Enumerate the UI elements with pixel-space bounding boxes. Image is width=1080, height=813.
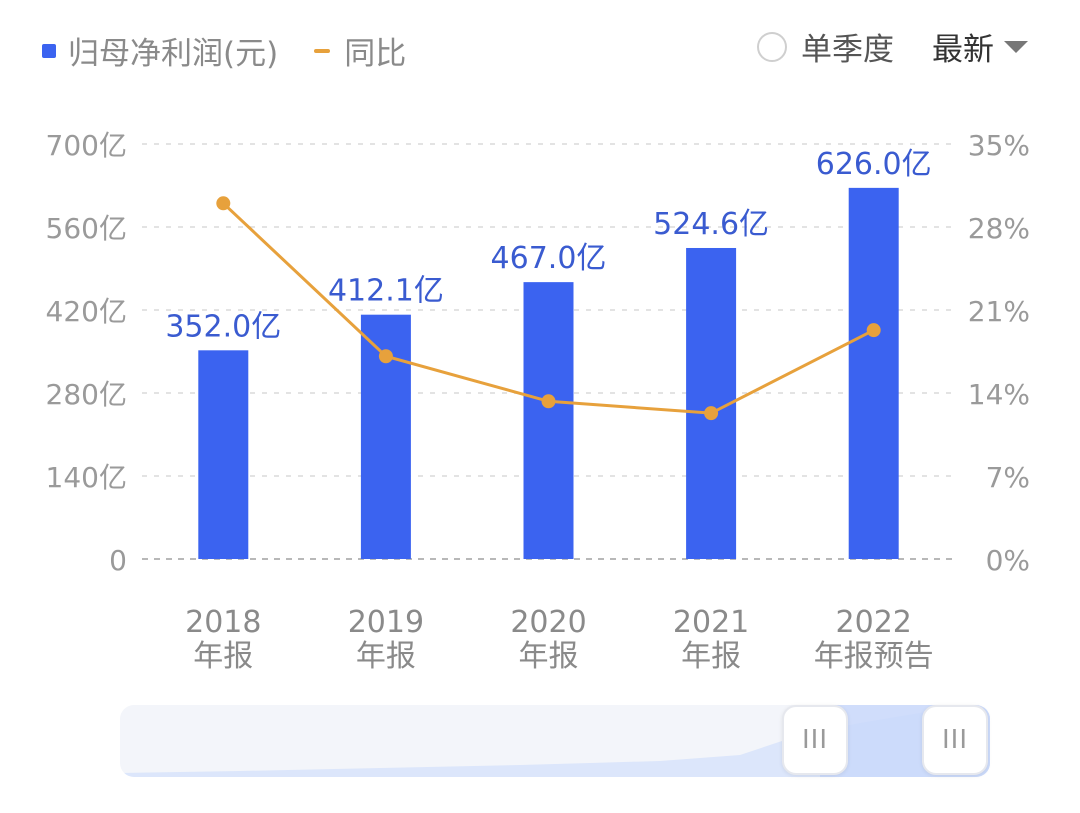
yoy-point: [866, 323, 881, 338]
x-tick-label: 2022: [836, 605, 912, 640]
legend: 归母净利润(元) 同比: [42, 28, 442, 73]
legend-item-yoy[interactable]: 同比: [314, 28, 406, 73]
x-tick-label: 年报: [193, 639, 253, 674]
y-left-tick-label: 560亿: [46, 212, 127, 245]
y-right-tick-label: 0%: [986, 544, 1030, 577]
bar: [848, 187, 899, 559]
slider-track[interactable]: [120, 705, 990, 777]
latest-dropdown-label: 最新: [932, 32, 994, 68]
y-right-tick-label: 7%: [986, 461, 1030, 494]
y-left-tick-label: 280亿: [46, 378, 127, 411]
x-tick-label: 2020: [510, 605, 586, 640]
chart-controls: 单季度 最新: [757, 24, 1028, 69]
bar-value-label: 412.1亿: [328, 274, 444, 309]
y-right-tick-label: 35%: [968, 129, 1030, 162]
y-left-tick-label: 700亿: [46, 129, 127, 162]
x-tick-label: 年报预告: [814, 639, 934, 674]
y-right-tick-label: 21%: [968, 295, 1030, 328]
bar-value-label: 352.0亿: [165, 309, 281, 344]
legend-label-yoy: 同比: [344, 36, 407, 72]
bar-value-label: 467.0亿: [491, 241, 607, 276]
y-right-tick-label: 28%: [968, 212, 1030, 245]
slider-minimap: [120, 705, 990, 777]
y-right-tick-label: 14%: [968, 378, 1030, 411]
x-tick-label: 2021: [673, 605, 749, 640]
yoy-point: [216, 196, 231, 211]
x-tick-label: 年报: [356, 639, 416, 674]
bar: [523, 282, 574, 559]
x-tick-label: 年报: [681, 639, 741, 674]
yoy-point: [378, 349, 393, 364]
bar: [198, 350, 249, 559]
latest-dropdown[interactable]: 最新: [932, 24, 1028, 69]
grip-icon: III: [801, 725, 828, 755]
bar-line-chart: 0 140亿 280亿 420亿 560亿 700亿 0% 7% 14% 21% 28% 35% 352…: [46, 129, 1030, 674]
line-series-swatch: [314, 48, 331, 53]
single-quarter-label[interactable]: 单季度: [801, 32, 894, 68]
slider-handle-right[interactable]: III: [922, 705, 988, 775]
yoy-point: [704, 406, 719, 421]
x-tick-label: 2019: [348, 605, 424, 640]
range-slider[interactable]: III III: [120, 705, 990, 777]
y-left-tick-label: 140亿: [46, 461, 127, 494]
slider-handle-left[interactable]: III: [782, 705, 848, 775]
y-left-tick-label: 420亿: [46, 295, 127, 328]
dropdown-triangle-icon: [1004, 40, 1028, 53]
y-left-tick-label: 0: [109, 544, 127, 577]
single-quarter-radio[interactable]: [757, 31, 787, 62]
x-tick-label: 年报: [519, 639, 579, 674]
bar-value-label: 626.0亿: [816, 147, 932, 182]
grip-icon: III: [941, 725, 968, 755]
legend-item-net-profit[interactable]: 归母净利润(元): [42, 28, 278, 73]
legend-label-net-profit: 归母净利润(元): [68, 36, 279, 72]
bar-series-swatch: [42, 43, 56, 58]
chart-header: 归母净利润(元) 同比 单季度 最新: [0, 0, 1080, 100]
yoy-point: [541, 394, 556, 409]
x-tick-label: 2018: [185, 605, 261, 640]
bar-value-label: 524.6亿: [653, 207, 769, 242]
